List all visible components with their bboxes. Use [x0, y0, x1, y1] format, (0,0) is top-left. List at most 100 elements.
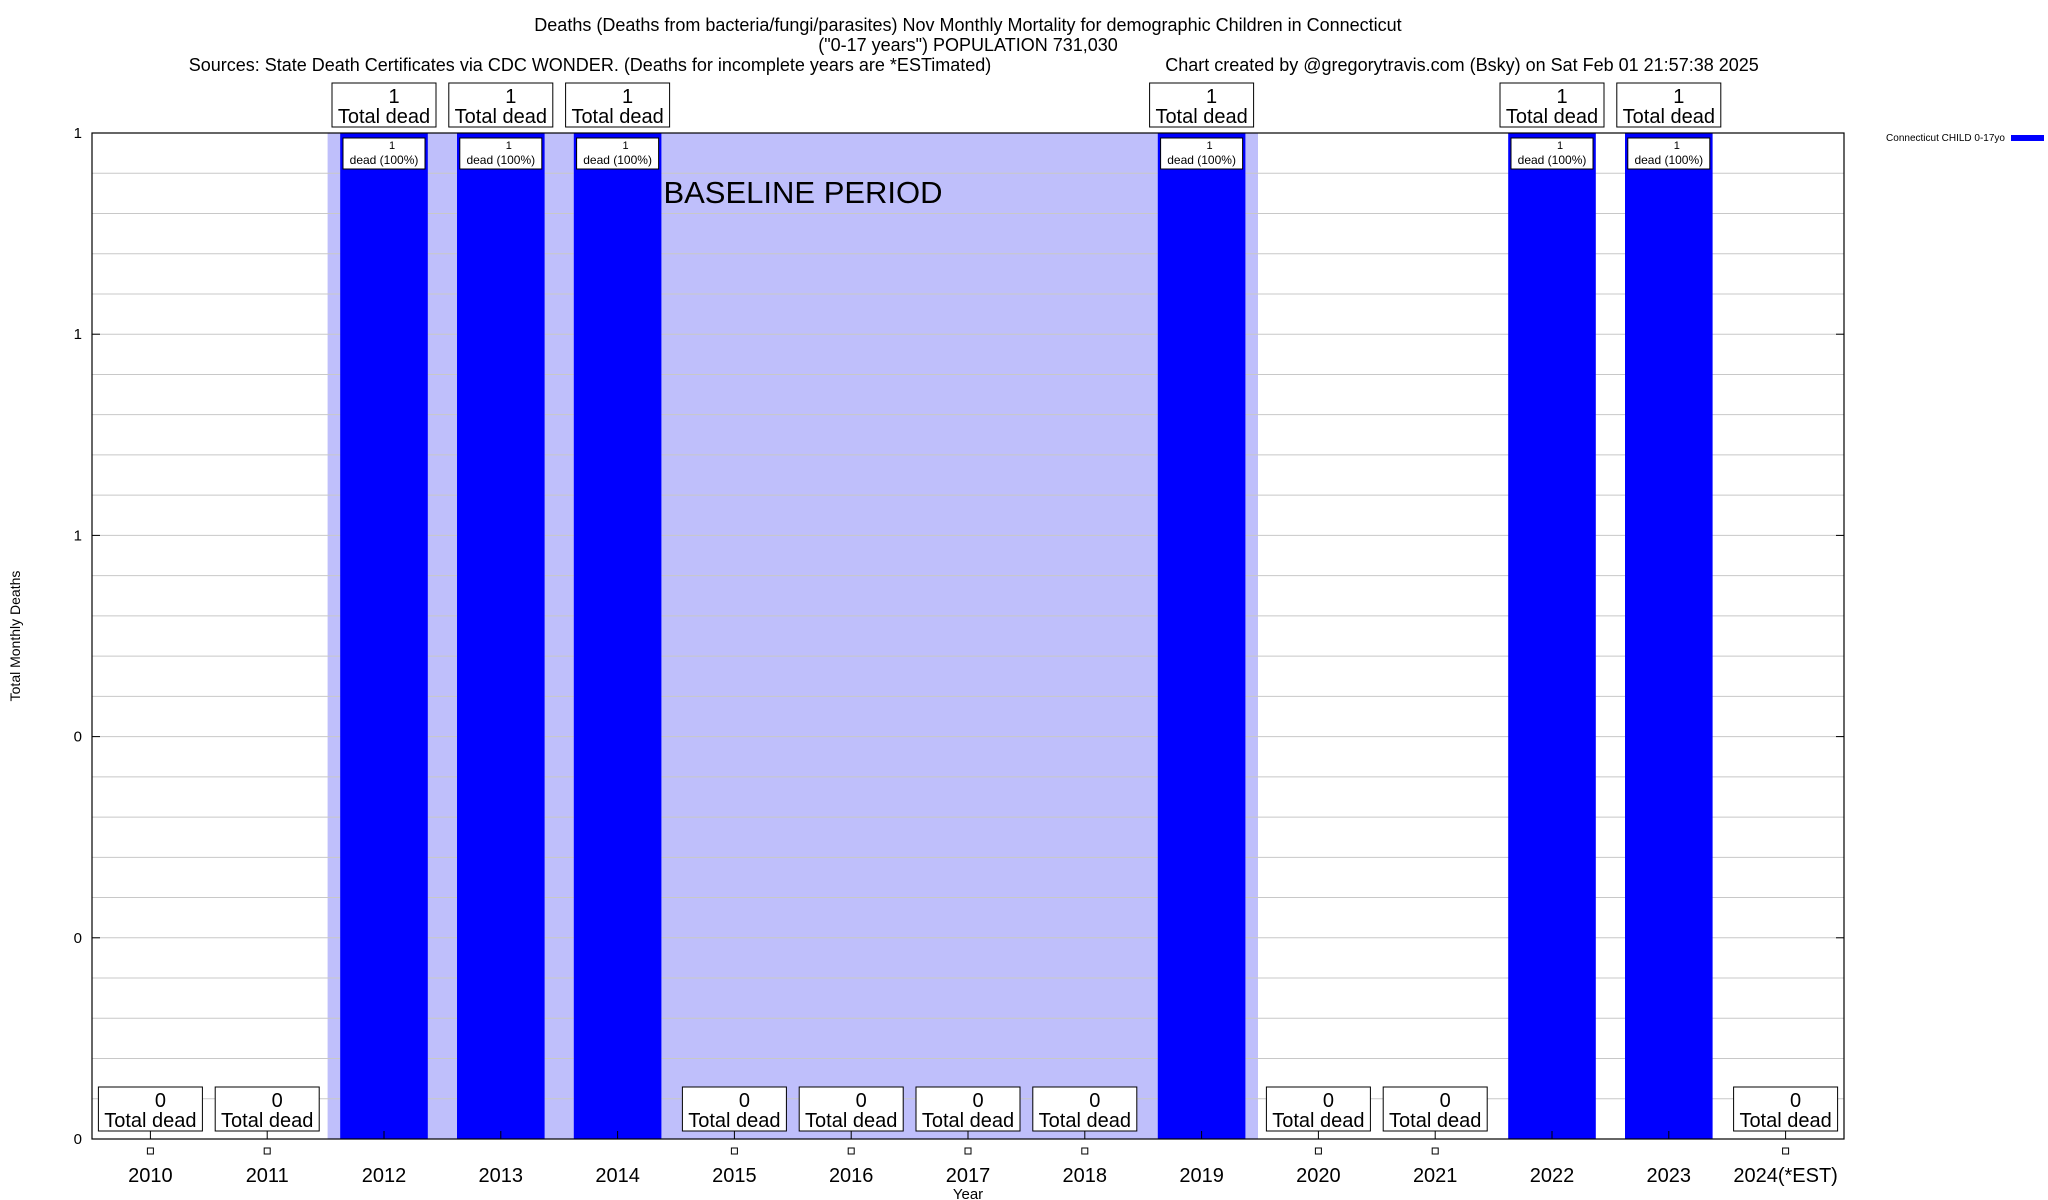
total-label-value: 0	[739, 1090, 750, 1112]
zero-point-marker	[263, 1147, 271, 1155]
total-label-text: Total dead	[455, 106, 547, 128]
total-label-box	[1499, 82, 1605, 128]
total-label-box	[681, 1086, 787, 1132]
total-label-value: 0	[155, 1090, 166, 1112]
total-label-value: 0	[1440, 1090, 1451, 1112]
bar-label-text: dead (100%)	[1634, 153, 1703, 167]
y-tick-label: 0	[74, 1131, 82, 1148]
x-tick-label-2011: 2011	[246, 1165, 289, 1187]
bar-label-value: 1	[623, 140, 629, 152]
total-label-box	[565, 82, 671, 128]
total-label-text: Total dead	[1155, 106, 1247, 128]
x-tick-label-2024(*EST): 2024(*EST)	[1733, 1165, 1838, 1187]
total-label-text: Total dead	[1389, 1110, 1481, 1132]
total-label-box	[1382, 1086, 1488, 1132]
y-tick-label: 0	[74, 729, 82, 746]
chart-subtitle: ("0-17 years") POPULATION 731,030	[818, 35, 1118, 55]
bar-label-text: dead (100%)	[583, 153, 652, 167]
bar-label-box	[1160, 137, 1244, 170]
total-label-box	[915, 1086, 1021, 1132]
x-tick-label-2015: 2015	[712, 1165, 757, 1187]
bar-2023	[1625, 133, 1713, 1139]
total-label-box	[1032, 1086, 1138, 1132]
bar-label-value: 1	[506, 140, 512, 152]
bar-label-text: dead (100%)	[466, 153, 535, 167]
total-label-box	[1265, 1086, 1371, 1132]
sources-note: Sources: State Death Certificates via CD…	[189, 55, 992, 75]
total-label-value: 0	[972, 1090, 983, 1112]
total-label-text: Total dead	[922, 1110, 1014, 1132]
total-label-box	[1149, 82, 1255, 128]
bar-label-box	[1510, 137, 1594, 170]
zero-point-marker	[847, 1147, 855, 1155]
bar-label-text: dead (100%)	[350, 153, 419, 167]
bar-label-box	[1627, 137, 1711, 170]
zero-point-marker	[1081, 1147, 1089, 1155]
chart-credit: Chart created by @gregorytravis.com (Bsk…	[1165, 55, 1759, 75]
bar-label-box	[342, 137, 426, 170]
total-label-text: Total dead	[104, 1110, 196, 1132]
y-tick-label: 1	[74, 125, 82, 142]
total-label-box	[97, 1086, 203, 1132]
bar-2012	[340, 133, 428, 1139]
zero-point-marker	[1782, 1147, 1790, 1155]
total-label-value: 1	[1206, 86, 1217, 108]
bar-label-value: 1	[389, 140, 395, 152]
x-axis-label: Year	[953, 1186, 983, 1200]
bar-label-text: dead (100%)	[1167, 153, 1236, 167]
zero-point-marker	[730, 1147, 738, 1155]
y-axis-label: Total Monthly Deaths	[7, 571, 23, 702]
total-label-box	[448, 82, 554, 128]
total-label-text: Total dead	[1739, 1110, 1831, 1132]
legend-swatch	[2011, 135, 2044, 141]
x-tick-label-2010: 2010	[128, 1165, 173, 1187]
total-label-value: 1	[1673, 86, 1684, 108]
total-label-value: 0	[1323, 1090, 1334, 1112]
total-label-text: Total dead	[1623, 106, 1715, 128]
total-label-text: Total dead	[221, 1110, 313, 1132]
total-label-value: 0	[272, 1090, 283, 1112]
bar-label-value: 1	[1207, 140, 1213, 152]
bar-label-box	[459, 137, 543, 170]
x-tick-label-2021: 2021	[1413, 1165, 1458, 1187]
x-tick-label-2020: 2020	[1296, 1165, 1341, 1187]
bar-label-box	[576, 137, 660, 170]
total-label-box	[1733, 1086, 1839, 1132]
x-tick-label-2014: 2014	[595, 1165, 640, 1187]
legend: Connecticut CHILD 0-17yo	[1886, 133, 2044, 144]
total-label-value: 1	[1556, 86, 1567, 108]
total-label-value: 0	[1089, 1090, 1100, 1112]
total-label-text: Total dead	[338, 106, 430, 128]
x-tick-label-2019: 2019	[1179, 1165, 1224, 1187]
total-label-box	[331, 82, 437, 128]
y-tick-label: 1	[74, 326, 82, 343]
total-label-box	[798, 1086, 904, 1132]
total-label-value: 1	[505, 86, 516, 108]
bar-2022	[1508, 133, 1596, 1139]
zero-point-marker	[1431, 1147, 1439, 1155]
x-tick-label-2018: 2018	[1063, 1165, 1108, 1187]
total-label-box	[1616, 82, 1722, 128]
total-label-text: Total dead	[688, 1110, 780, 1132]
legend-label: Connecticut CHILD 0-17yo	[1886, 133, 2005, 144]
total-label-value: 1	[622, 86, 633, 108]
total-label-value: 0	[856, 1090, 867, 1112]
